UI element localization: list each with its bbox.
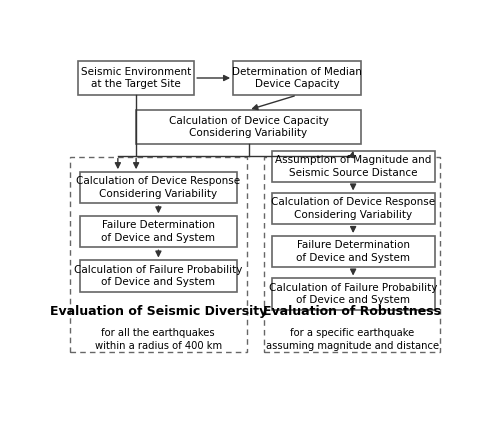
Text: Evaluation of Robustness: Evaluation of Robustness [264, 305, 442, 318]
Text: for a specific earthquake
assuming magnitude and distance: for a specific earthquake assuming magni… [266, 328, 439, 351]
Bar [136, 110, 361, 144]
Text: Calculation of Failure Probability
of Device and System: Calculation of Failure Probability of De… [269, 283, 438, 306]
Text: Determination of Median
Device Capacity: Determination of Median Device Capacity [232, 67, 362, 89]
Bar [272, 278, 434, 309]
Text: Failure Determination
of Device and System: Failure Determination of Device and Syst… [102, 221, 216, 243]
Text: Seismic Environment
at the Target Site: Seismic Environment at the Target Site [81, 67, 191, 89]
Bar [80, 261, 237, 292]
Text: Calculation of Device Response
Considering Variability: Calculation of Device Response Consideri… [76, 176, 240, 199]
Text: Calculation of Failure Probability
of Device and System: Calculation of Failure Probability of De… [74, 265, 242, 287]
Bar [272, 151, 434, 182]
Bar [80, 172, 237, 203]
Bar [233, 61, 361, 95]
Text: Calculation of Device Response
Considering Variability: Calculation of Device Response Consideri… [271, 198, 435, 220]
Text: for all the earthquakes
within a radius of 400 km: for all the earthquakes within a radius … [94, 328, 222, 351]
Bar [80, 216, 237, 247]
Bar [70, 157, 246, 352]
Bar [264, 157, 440, 352]
Text: Failure Determination
of Device and System: Failure Determination of Device and Syst… [296, 240, 410, 263]
Text: Evaluation of Seismic Diversity: Evaluation of Seismic Diversity [50, 305, 267, 318]
Bar [78, 61, 194, 95]
Bar [272, 236, 434, 267]
Bar [272, 193, 434, 224]
Text: Assumption of Magnitude and
Seismic Source Distance: Assumption of Magnitude and Seismic Sour… [275, 155, 432, 178]
Text: Calculation of Device Capacity
Considering Variability: Calculation of Device Capacity Consideri… [168, 116, 328, 139]
